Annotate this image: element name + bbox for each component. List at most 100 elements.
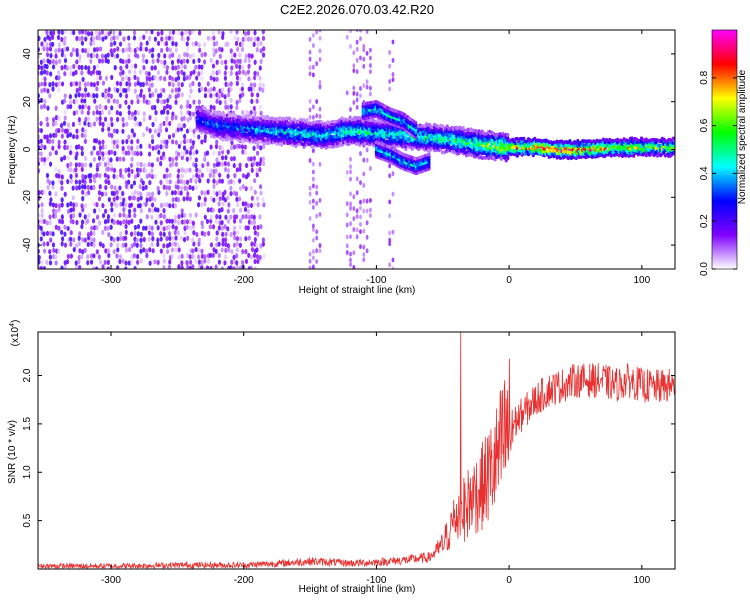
- noise-cell: [255, 253, 259, 260]
- noise-cell: [60, 241, 64, 247]
- noise-cell: [68, 126, 72, 132]
- noise-cell: [90, 225, 94, 231]
- noise-cell: [180, 173, 184, 179]
- noise-cell: [180, 63, 184, 69]
- noise-cell: [182, 151, 187, 157]
- noise-cell: [252, 252, 257, 259]
- noise-cell: [355, 97, 359, 103]
- noise-cell: [255, 47, 259, 53]
- noise-cell: [115, 195, 119, 201]
- noise-cell: [124, 229, 128, 235]
- noise-cell: [142, 98, 146, 104]
- noise-cell: [115, 203, 119, 209]
- noise-cell: [92, 242, 96, 248]
- noise-cell: [391, 72, 395, 77]
- noise-cell: [162, 105, 167, 111]
- noise-cell: [177, 168, 181, 174]
- noise-cell: [352, 250, 356, 256]
- noise-cell: [48, 230, 53, 236]
- noise-cell: [238, 178, 242, 184]
- noise-cell: [97, 58, 102, 64]
- noise-cell: [177, 254, 181, 260]
- noise-cell: [195, 231, 199, 238]
- noise-cell: [89, 40, 93, 47]
- noise-cell: [262, 143, 266, 150]
- noise-cell: [180, 92, 184, 98]
- noise-cell: [98, 241, 102, 247]
- noise-cell: [212, 93, 216, 99]
- noise-cell: [226, 104, 230, 110]
- noise-cell: [224, 241, 228, 248]
- noise-cell: [170, 59, 175, 66]
- noise-cell: [148, 128, 152, 134]
- noise-cell: [132, 253, 137, 259]
- noise-cell: [214, 248, 218, 255]
- noise-cell: [115, 34, 120, 40]
- noise-cell: [116, 236, 120, 242]
- noise-cell: [235, 99, 239, 106]
- noise-cell: [127, 110, 131, 116]
- noise-cell: [191, 174, 196, 180]
- noise-cell: [115, 143, 120, 150]
- noise-cell: [232, 242, 237, 248]
- noise-cell: [141, 180, 145, 186]
- noise-cell: [42, 46, 46, 52]
- noise-cell: [195, 149, 199, 155]
- noise-cell: [89, 236, 93, 242]
- ridge-cell: [506, 133, 510, 137]
- noise-cell: [223, 197, 228, 203]
- noise-cell: [247, 235, 251, 241]
- noise-cell: [235, 264, 239, 269]
- noise-cell: [362, 244, 366, 250]
- noise-cell: [86, 253, 90, 260]
- noise-cell: [48, 254, 52, 260]
- noise-cell: [168, 75, 172, 81]
- noise-cell: [130, 156, 134, 162]
- noise-cell: [261, 52, 266, 58]
- noise-cell: [246, 69, 251, 75]
- noise-cell: [211, 70, 215, 76]
- noise-cell: [147, 151, 152, 157]
- noise-cell: [179, 139, 183, 146]
- noise-cell: [391, 266, 395, 269]
- noise-cell: [191, 237, 195, 243]
- noise-cell: [182, 122, 186, 129]
- noise-cell: [129, 202, 134, 208]
- noise-cell: [42, 58, 46, 64]
- ridge-cell: [206, 109, 210, 113]
- noise-cell: [362, 198, 366, 204]
- noise-cell: [131, 150, 135, 156]
- noise-cell: [156, 69, 160, 76]
- noise-cell: [191, 111, 196, 117]
- noise-cell: [249, 254, 253, 260]
- noise-cell: [46, 105, 50, 111]
- noise-cell: [244, 213, 248, 220]
- ridge-cell: [248, 137, 252, 142]
- noise-cell: [168, 172, 172, 179]
- noise-cell: [163, 76, 167, 82]
- noise-cell: [311, 183, 315, 189]
- noise-cell: [124, 167, 128, 173]
- ridge-cell: [644, 153, 648, 158]
- noise-cell: [49, 53, 53, 59]
- noise-cell: [89, 230, 93, 237]
- noise-cell: [241, 173, 246, 179]
- noise-cell: [69, 70, 73, 77]
- noise-cell: [233, 172, 237, 179]
- noise-cell: [165, 65, 169, 71]
- noise-cell: [106, 259, 110, 265]
- noise-cell: [258, 184, 263, 190]
- noise-cell: [229, 81, 233, 87]
- noise-cell: [57, 139, 61, 145]
- noise-cell: [126, 144, 131, 151]
- noise-cell: [89, 58, 93, 64]
- noise-cell: [159, 47, 164, 54]
- noise-cell: [195, 75, 199, 81]
- noise-cell: [250, 195, 254, 201]
- noise-cell: [141, 225, 146, 231]
- noise-cell: [229, 30, 233, 35]
- noise-cell: [71, 206, 76, 213]
- noise-cell: [97, 35, 102, 41]
- noise-cell: [51, 117, 56, 123]
- noise-cell: [165, 143, 169, 149]
